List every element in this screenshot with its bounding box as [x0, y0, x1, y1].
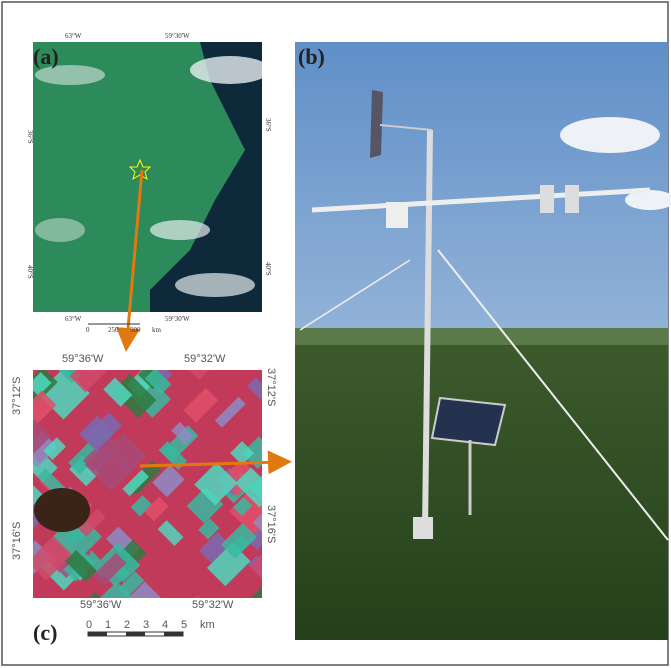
field-patch: [230, 441, 255, 465]
field-patch: [112, 373, 157, 419]
field-patch: [252, 510, 262, 535]
field-patch: [233, 497, 253, 517]
tick-label: 40°S: [26, 265, 34, 279]
field-patch: [152, 464, 185, 498]
arrow: [139, 450, 292, 475]
field-patch: [158, 441, 188, 470]
scale-label: 250: [108, 326, 119, 334]
field-image: [33, 370, 262, 598]
field-patch: [33, 456, 58, 483]
satellite-image: [33, 42, 262, 312]
field-patch: [128, 581, 166, 598]
scale-label: 5: [181, 619, 187, 631]
field-patch: [77, 508, 106, 537]
field-patch: [241, 436, 262, 469]
field-patch: [144, 496, 169, 522]
tick-label: 36°S: [26, 130, 34, 144]
field-patch: [249, 554, 262, 592]
scale-label: 1: [105, 619, 111, 631]
field-patch: [144, 370, 172, 395]
field-patch: [104, 562, 130, 588]
panel-label: (a): [33, 44, 59, 69]
tick-label: 59°30'W: [165, 315, 190, 323]
field-patch: [33, 479, 44, 514]
field-patch: [183, 387, 219, 423]
field-patch: [33, 390, 57, 431]
field-patch: [247, 519, 262, 551]
field-patch: [78, 415, 115, 452]
field-patch: [69, 370, 107, 393]
scale-labels: 0 1 2 3 4 5 km: [86, 619, 215, 631]
field-patch: [33, 431, 58, 468]
scale-label: km: [152, 326, 162, 334]
field-patch: [247, 377, 262, 401]
tick-label: 59°30'W: [165, 32, 190, 40]
panel-label: (c): [33, 620, 57, 645]
field-patch: [93, 552, 127, 586]
field-patch: [106, 433, 147, 473]
scale-label: km: [200, 619, 215, 631]
scale-label: 500: [130, 326, 141, 334]
field-patch: [194, 462, 238, 506]
scale-label: 3: [143, 619, 149, 631]
tick-label: 37°12'S: [11, 377, 23, 415]
field-patch: [65, 550, 98, 582]
field-patch: [92, 581, 138, 598]
field-patch: [122, 469, 149, 497]
panel-label: (b): [298, 44, 325, 69]
tick-label: 36°S: [264, 118, 272, 132]
tick-label: 37°12'S: [265, 368, 277, 406]
field-patch: [198, 518, 220, 540]
tick-label: 63°W: [65, 32, 82, 40]
tick-label: 59°36'W: [62, 353, 104, 365]
field-patch: [68, 441, 102, 475]
field-patch: [198, 531, 231, 564]
field-patch: [33, 535, 73, 581]
tick-label: 59°36'W: [80, 599, 122, 611]
scale-bar: [87, 631, 184, 637]
arrow: [116, 169, 144, 352]
tick-label: 37°16'S: [11, 522, 23, 560]
dark-patch: [34, 488, 90, 532]
field-patch: [84, 441, 135, 492]
scale-labels: 0 250 500 km: [86, 326, 162, 334]
field-patch: [157, 520, 184, 546]
tick-label: 59°32'W: [184, 353, 226, 365]
scale-label: 2: [124, 619, 130, 631]
field-patch: [220, 522, 257, 559]
field-patch: [187, 370, 209, 380]
field-patch: [43, 437, 67, 461]
scale-label: 4: [162, 619, 168, 631]
field-patch: [235, 467, 262, 508]
field-patch: [33, 419, 52, 454]
field-patch: [171, 421, 194, 445]
site-marker: [128, 158, 152, 181]
field-patch: [33, 372, 52, 396]
tick-label: 63°W: [65, 315, 82, 323]
tick-label: 40°S: [264, 262, 272, 276]
field-patch: [103, 377, 133, 407]
scale-label: 0: [86, 326, 90, 334]
field-patch: [214, 396, 246, 428]
field-patch: [130, 495, 152, 517]
scale-label: 0: [86, 619, 92, 631]
tick-label: 59°32'W: [192, 599, 234, 611]
tick-label: 37°16'S: [265, 505, 277, 543]
station-photo: [295, 42, 671, 640]
